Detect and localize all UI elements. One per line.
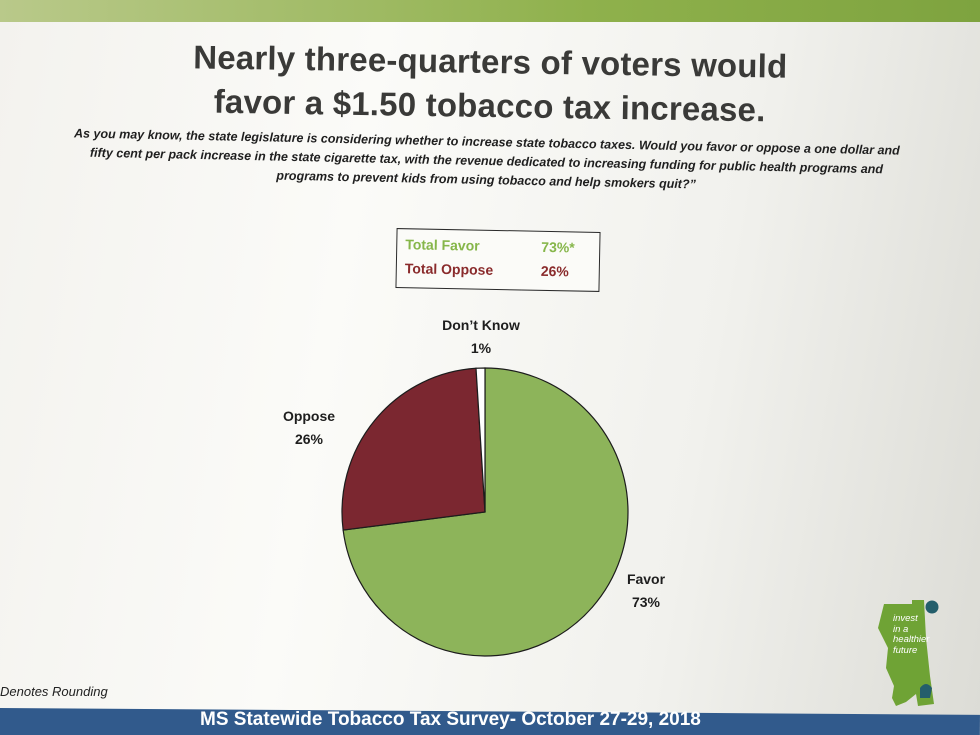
pie-label-dont-know: Don’t Know: [442, 317, 520, 333]
top-green-band: [0, 0, 980, 22]
pie-slice-dont-know: [475, 367, 486, 513]
logo-line-4: future: [893, 644, 918, 656]
mississippi-logo-icon: [878, 600, 939, 706]
pie-slice-oppose: [341, 367, 486, 531]
logo-line-3: healthier: [893, 634, 930, 645]
logo-text: invest in a healthier future: [893, 613, 930, 656]
pie-value-oppose: 26%: [295, 431, 324, 447]
logo-line-2: in a: [893, 623, 909, 635]
pie-value-favor: 73%: [632, 594, 661, 610]
logo-line-1: invest: [893, 613, 918, 624]
pie-value-dont-know: 1%: [471, 340, 492, 356]
footer-title: MS Statewide Tobacco Tax Survey- October…: [200, 709, 701, 730]
pie-label-oppose: Oppose: [283, 408, 335, 424]
footnote: Denotes Rounding: [0, 684, 108, 699]
pie-label-favor: Favor: [627, 571, 666, 587]
